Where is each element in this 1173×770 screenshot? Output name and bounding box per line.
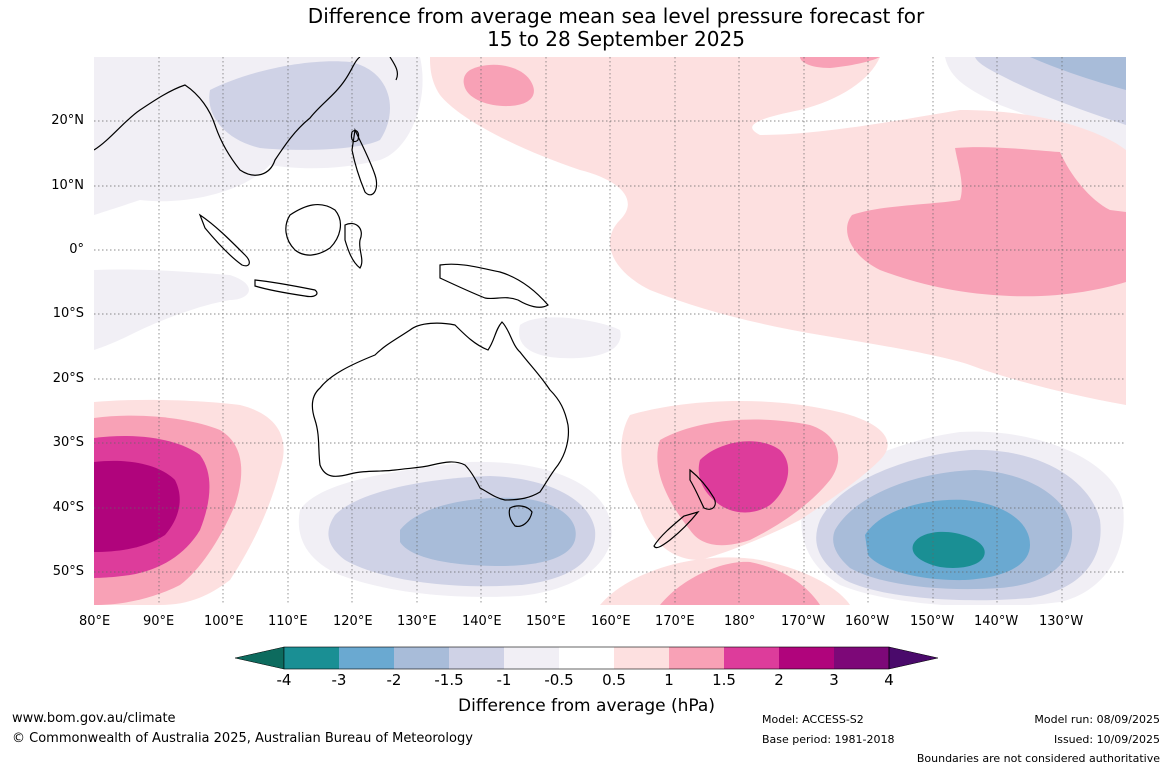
lon-label: 130°W bbox=[1039, 614, 1084, 629]
footer-issued: Issued: 10/09/2025 bbox=[1053, 733, 1160, 746]
australia-coast bbox=[311, 321, 570, 501]
lat-label: 10°N bbox=[51, 178, 84, 193]
footer-base-period: Base period: 1981-2018 bbox=[762, 733, 895, 746]
colorbar-bin bbox=[559, 647, 614, 669]
colorbar-bin bbox=[449, 647, 504, 669]
colorbar-bin bbox=[669, 647, 724, 669]
title-line-2: 15 to 28 September 2025 bbox=[487, 27, 745, 51]
lat-label: 0° bbox=[69, 242, 84, 257]
lon-label: 170°E bbox=[655, 614, 695, 629]
lon-label: 100°E bbox=[204, 614, 244, 629]
tasmania-coast bbox=[508, 505, 533, 527]
colorbar-label: -4 bbox=[276, 671, 292, 689]
java-coast bbox=[254, 279, 318, 298]
colorbar-bin bbox=[834, 647, 889, 669]
asia-coast bbox=[94, 57, 361, 176]
lon-label: 160°E bbox=[591, 614, 631, 629]
lon-label: 160°W bbox=[845, 614, 890, 629]
colorbar-bin bbox=[779, 647, 834, 669]
lon-label: 90°E bbox=[143, 614, 175, 629]
lon-label: 120°E bbox=[333, 614, 373, 629]
colorbar-title: Difference from average (hPa) bbox=[458, 696, 715, 716]
new-guinea-coast bbox=[439, 263, 549, 308]
footer-copyright: © Commonwealth of Australia 2025, Austra… bbox=[12, 731, 473, 746]
colorbar-extend-low bbox=[234, 646, 285, 670]
colorbar-label: 1 bbox=[664, 671, 674, 689]
lat-label: 30°S bbox=[52, 435, 84, 450]
footer-website: www.bom.gov.au/climate bbox=[12, 711, 176, 726]
colorbar-label: 1.5 bbox=[712, 671, 736, 689]
anomaly-positive-2 bbox=[94, 460, 180, 552]
lon-label: 170°W bbox=[781, 614, 826, 629]
lon-label: 80°E bbox=[79, 614, 111, 629]
lat-label: 50°S bbox=[52, 564, 84, 579]
anomaly-negative-3 bbox=[912, 531, 985, 568]
colorbar-label: -1.5 bbox=[434, 671, 464, 689]
colorbar-label: 0.5 bbox=[602, 671, 626, 689]
colorbar-label: 3 bbox=[829, 671, 839, 689]
lon-label: 130°E bbox=[397, 614, 437, 629]
japan-coast bbox=[389, 57, 399, 81]
sumatra-coast bbox=[198, 213, 250, 267]
lat-label: 20°S bbox=[52, 371, 84, 386]
lon-label: 140°E bbox=[462, 614, 502, 629]
borneo-coast bbox=[285, 203, 342, 256]
lon-label: 110°E bbox=[268, 614, 308, 629]
colorbar-label: 4 bbox=[884, 671, 894, 689]
lon-label: 180° bbox=[724, 614, 756, 629]
map-plot-area bbox=[94, 57, 1126, 605]
lon-label: 150°E bbox=[526, 614, 566, 629]
lon-label: 140°W bbox=[974, 614, 1019, 629]
colorbar-bin bbox=[504, 647, 559, 669]
title-line-1: Difference from average mean sea level p… bbox=[307, 4, 925, 28]
colorbar-bin bbox=[339, 647, 394, 669]
colorbar-extend-high bbox=[888, 646, 939, 670]
sulawesi-coast bbox=[344, 222, 363, 269]
philippines-coast bbox=[351, 127, 378, 196]
colorbar-label: -1 bbox=[496, 671, 512, 689]
lat-label: 40°S bbox=[52, 500, 84, 515]
graticule bbox=[94, 57, 1126, 605]
colorbar-bin bbox=[394, 647, 449, 669]
lon-label: 150°W bbox=[910, 614, 955, 629]
new-zealand-north-coast bbox=[689, 468, 716, 510]
colorbar-bin bbox=[724, 647, 779, 669]
colorbar-label: -3 bbox=[331, 671, 347, 689]
colorbar-bin bbox=[614, 647, 669, 669]
colorbar-label: -2 bbox=[386, 671, 402, 689]
colorbar bbox=[234, 646, 939, 670]
footer-model-run: Model run: 08/09/2025 bbox=[1034, 713, 1160, 726]
lat-label: 20°N bbox=[51, 113, 84, 128]
new-zealand-south-coast bbox=[653, 510, 700, 549]
footer-disclaimer: Boundaries are not considered authoritat… bbox=[916, 752, 1160, 765]
map-title: Difference from average mean sea level p… bbox=[0, 5, 1173, 51]
lat-label: 10°S bbox=[52, 306, 84, 321]
colorbar-label: 2 bbox=[774, 671, 784, 689]
coastlines bbox=[94, 57, 716, 549]
footer-model: Model: ACCESS-S2 bbox=[762, 713, 864, 726]
taiwan-coast bbox=[350, 129, 360, 143]
colorbar-bin bbox=[284, 647, 339, 669]
colorbar-label: -0.5 bbox=[544, 671, 574, 689]
